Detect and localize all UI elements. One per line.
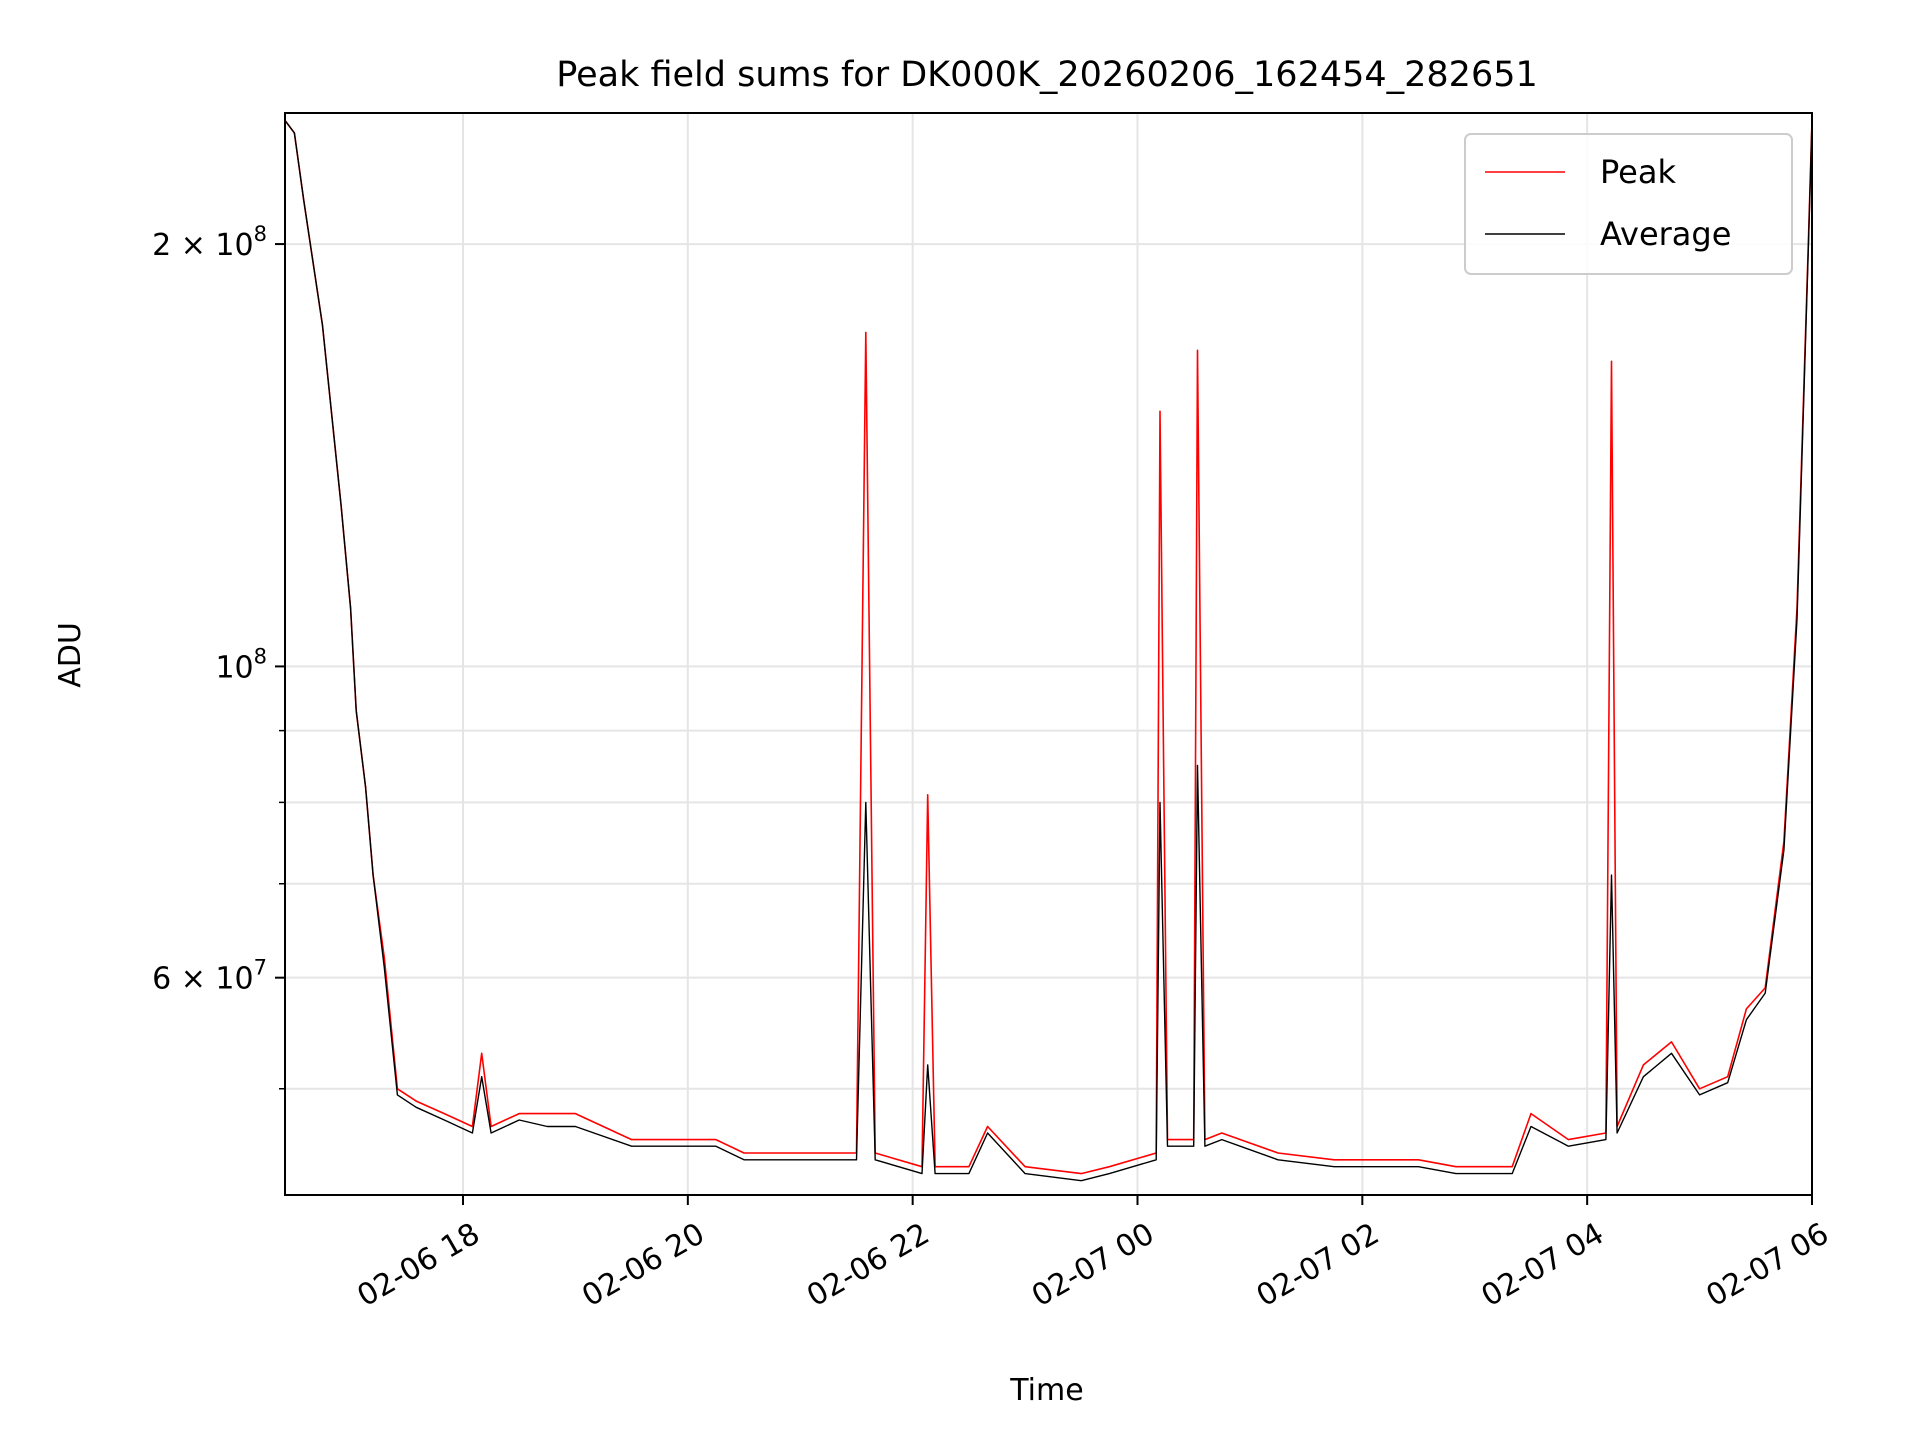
series-line-average [285,119,1812,1182]
x-tick-label: 02-06 18 [351,1216,485,1314]
y-tick-label: 2 × 108 [152,222,267,263]
legend-label: Average [1600,215,1731,253]
series-line-peak [285,119,1812,1175]
y-axis: 6 × 107 108 2 × 108 [152,222,285,1090]
grid-lines [285,113,1813,1195]
x-tick-label: 02-06 20 [576,1216,710,1314]
x-axis: 02-06 18 02-06 20 02-06 22 02-07 00 02-07 02… [351,1195,1835,1314]
chart-title: Peak field sums for DK000K_20260206_1624… [556,55,1538,95]
x-tick-label: 02-07 04 [1476,1216,1610,1314]
x-tick-label: 02-06 22 [801,1216,935,1314]
plot-area [285,119,1812,1182]
y-tick-label: 108 [215,644,267,685]
legend-label: Peak [1600,153,1676,191]
y-tick-label: 6 × 107 [152,956,267,997]
x-tick-label: 02-07 06 [1700,1216,1834,1314]
x-axis-label: Time [1009,1373,1083,1408]
x-tick-label: 02-07 02 [1251,1216,1385,1314]
legend-box [1464,133,1793,275]
plot-frame [284,112,1813,1196]
x-tick-label: 02-07 00 [1026,1216,1160,1314]
legend: Peak Average [1464,133,1793,275]
y-axis-label: ADU [53,622,88,688]
